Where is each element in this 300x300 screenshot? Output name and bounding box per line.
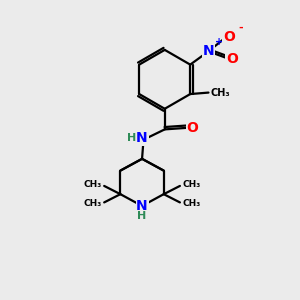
Text: H: H [137, 211, 147, 221]
Text: CH₃: CH₃ [84, 199, 102, 208]
Text: N: N [203, 44, 214, 58]
Text: CH₃: CH₃ [211, 88, 230, 98]
Text: O: O [226, 52, 238, 66]
Text: -: - [238, 23, 243, 33]
Text: H: H [127, 133, 136, 143]
Text: O: O [223, 30, 235, 44]
Text: CH₃: CH₃ [182, 199, 200, 208]
Text: +: + [215, 38, 223, 47]
Text: O: O [187, 121, 198, 135]
Text: CH₃: CH₃ [84, 180, 102, 189]
Text: N: N [136, 199, 148, 213]
Text: CH₃: CH₃ [182, 180, 200, 189]
Text: N: N [136, 131, 148, 145]
